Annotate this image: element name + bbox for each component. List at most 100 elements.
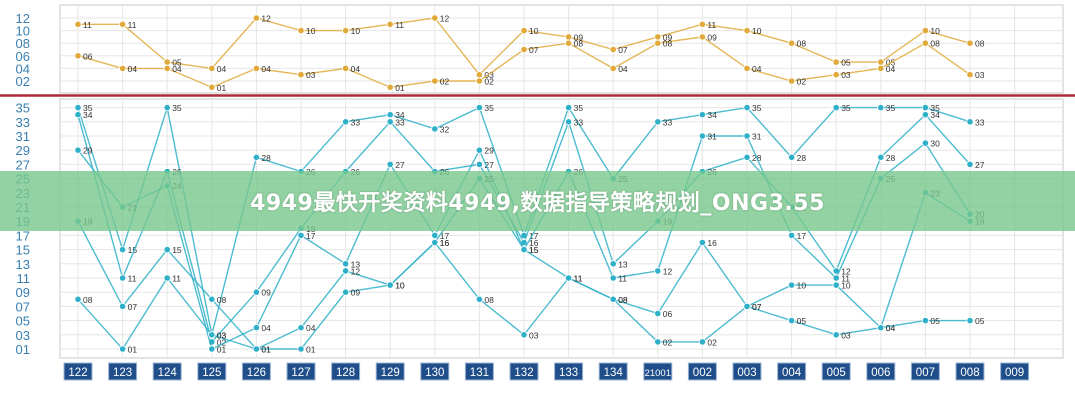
top-data-point	[74, 52, 82, 60]
bottom-data-label: 10	[841, 281, 851, 291]
bottom-data-label: 01	[306, 345, 316, 355]
bottom-data-point	[208, 295, 216, 303]
top-data-label: 08	[797, 39, 807, 49]
bottom-data-point	[431, 238, 439, 247]
bottom-data-label: 29	[83, 146, 93, 156]
x-category-box	[554, 362, 584, 381]
x-category-box	[241, 362, 271, 381]
watermark-banner: 4949最快开奖资料4949,数据指导策略规划_ONG3.55	[0, 171, 1075, 231]
top-data-label: 08	[930, 39, 940, 49]
bottom-data-label: 15	[172, 245, 182, 255]
bottom-data-point	[431, 231, 439, 239]
bottom-data-point	[252, 153, 260, 161]
top-data-point	[386, 83, 394, 91]
bottom-data-label: 03	[217, 330, 227, 340]
bottom-data-label: 01	[261, 345, 271, 355]
bottom-data-label: 33	[975, 117, 985, 127]
bottom-data-label: 03	[841, 330, 851, 340]
top-data-point	[832, 71, 840, 79]
bottom-data-label: 35	[83, 103, 93, 113]
top-data-point	[698, 20, 707, 28]
bottom-data-point	[520, 331, 528, 339]
top-data-label: 10	[351, 26, 361, 36]
bottom-data-label: 35	[841, 103, 851, 113]
bottom-data-point	[119, 246, 127, 254]
bottom-data-point	[163, 274, 171, 282]
bottom-data-label: 08	[217, 295, 227, 305]
top-data-label: 04	[886, 64, 896, 74]
x-tick-label: 122	[68, 367, 87, 379]
bottom-data-label: 31	[707, 132, 717, 142]
x-tick-label: 003	[737, 367, 756, 379]
top-data-label: 01	[217, 83, 227, 93]
x-tick-label: 133	[559, 367, 578, 379]
top-data-point	[431, 14, 439, 22]
bottom-y-tick-label: 27	[16, 157, 30, 172]
bottom-data-label: 03	[529, 330, 539, 340]
top-data-label: 12	[440, 14, 450, 24]
x-tick-label: 125	[202, 367, 221, 379]
bottom-data-label: 11	[574, 274, 583, 284]
top-data-point	[252, 14, 260, 22]
top-data-point	[609, 64, 617, 73]
x-tick-label: 007	[916, 367, 935, 379]
top-data-point	[386, 20, 394, 28]
bottom-data-point	[654, 118, 662, 126]
top-data-point	[832, 58, 840, 66]
bottom-data-label: 11	[172, 274, 181, 284]
top-plot-frame	[59, 4, 1064, 94]
bottom-y-tick-label: 09	[16, 285, 30, 300]
bottom-data-point	[787, 281, 796, 289]
top-y-tick-label: 10	[16, 24, 30, 39]
top-y-tick-label: 12	[16, 11, 30, 26]
top-data-label: 03	[841, 70, 851, 80]
bottom-data-point	[475, 146, 483, 154]
bottom-data-point	[564, 118, 573, 126]
bottom-data-point	[475, 160, 483, 168]
bottom-data-point	[921, 111, 930, 119]
bottom-data-label: 35	[574, 103, 584, 113]
bottom-data-point	[877, 324, 885, 332]
x-category-box	[331, 362, 361, 381]
bottom-data-label: 05	[930, 316, 940, 326]
bottom-data-label: 15	[128, 245, 138, 255]
top-data-label: 10	[752, 26, 762, 36]
bottom-data-point	[341, 288, 350, 296]
top-data-label: 08	[975, 39, 985, 49]
top-data-label: 02	[484, 77, 494, 87]
top-data-label: 11	[395, 20, 404, 30]
bottom-data-label: 28	[261, 153, 271, 163]
bottom-data-point	[74, 295, 82, 303]
x-tick-label: 134	[604, 367, 624, 379]
top-data-point	[252, 64, 260, 73]
bottom-data-point	[787, 231, 796, 239]
top-data-label: 02	[797, 77, 807, 87]
bottom-data-label: 12	[841, 266, 851, 276]
top-data-label: 07	[618, 45, 628, 55]
top-data-point	[877, 64, 885, 73]
top-data-point	[921, 26, 930, 35]
bottom-data-point	[832, 274, 840, 282]
bottom-data-label: 32	[440, 124, 450, 134]
bottom-data-label: 33	[574, 117, 584, 127]
x-tick-label: 123	[113, 367, 132, 379]
top-data-point	[966, 39, 974, 47]
bottom-data-point	[921, 104, 930, 112]
top-data-label: 01	[395, 83, 405, 93]
bottom-data-point	[386, 160, 394, 168]
bottom-data-point	[654, 267, 662, 275]
bottom-data-label: 01	[128, 345, 138, 355]
bottom-data-label: 04	[306, 323, 316, 333]
bottom-data-label: 08	[618, 295, 628, 305]
top-data-point	[297, 26, 305, 35]
bottom-data-point	[74, 104, 82, 112]
bottom-data-point	[520, 246, 528, 254]
top-data-point	[564, 33, 573, 41]
top-data-point	[654, 39, 662, 47]
bottom-data-label: 04	[886, 323, 896, 333]
x-category-box	[286, 362, 316, 381]
bottom-data-point	[564, 274, 573, 282]
bottom-data-point	[297, 345, 305, 353]
x-category-box	[197, 362, 227, 381]
bottom-data-label: 13	[618, 259, 628, 269]
